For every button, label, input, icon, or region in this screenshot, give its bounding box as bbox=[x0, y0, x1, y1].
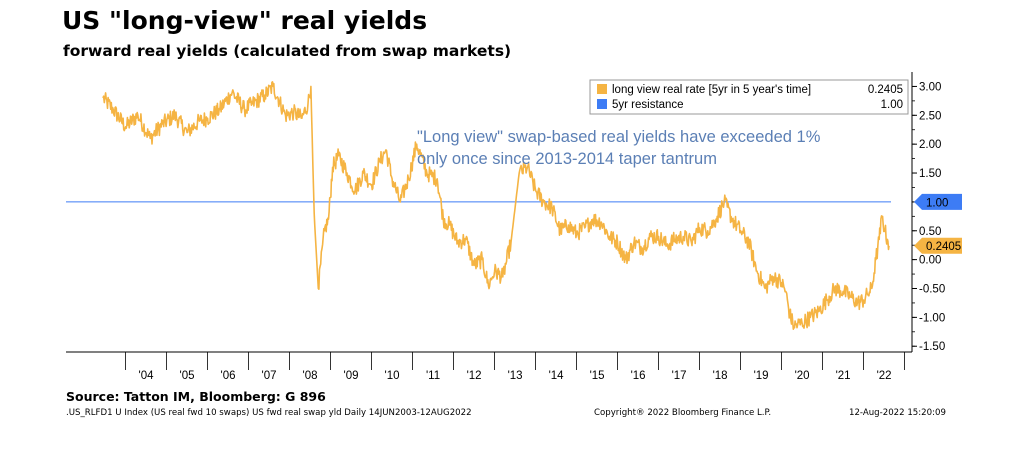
x-tick-label: '15 bbox=[590, 370, 605, 382]
value-tag-last-label: 0.2405 bbox=[926, 241, 961, 253]
x-tick-label: '05 bbox=[180, 370, 195, 382]
series-line-long-view bbox=[102, 81, 890, 330]
chart-title: US "long-view" real yields bbox=[62, 6, 428, 35]
x-tick-label: '10 bbox=[385, 370, 400, 382]
x-tick-label: '11 bbox=[426, 370, 440, 382]
chart-subtitle: forward real yields (calculated from swa… bbox=[63, 42, 512, 60]
legend-swatch-resistance bbox=[597, 99, 607, 109]
x-tick-label: '19 bbox=[754, 370, 769, 382]
footer-copyright: Copyright® 2022 Bloomberg Finance L.P. bbox=[594, 408, 772, 418]
value-tag-resistance-label: 1.00 bbox=[926, 197, 948, 209]
x-tick-label: '06 bbox=[221, 370, 236, 382]
x-tick-label: '09 bbox=[344, 370, 359, 382]
x-tick-label: '04 bbox=[139, 370, 155, 382]
legend-label-long-view: long view real rate [5yr in 5 year's tim… bbox=[612, 84, 811, 96]
legend-value-resistance: 1.00 bbox=[881, 99, 903, 111]
y-tick-label: -0.50 bbox=[919, 283, 945, 295]
y-tick-label: -1.00 bbox=[919, 312, 945, 324]
x-tick-label: '21 bbox=[836, 370, 851, 382]
y-tick-label: -1.50 bbox=[919, 341, 945, 353]
legend: long view real rate [5yr in 5 year's tim… bbox=[589, 79, 909, 115]
x-tick-label: '17 bbox=[672, 370, 687, 382]
annotation: "Long view" swap-based real yields have … bbox=[417, 128, 821, 168]
x-tick-label: '13 bbox=[508, 370, 523, 382]
value-tag-resistance-shape bbox=[914, 193, 962, 210]
legend-label-resistance: 5yr resistance bbox=[612, 99, 684, 111]
footer-timestamp: 12-Aug-2022 15:20:09 bbox=[849, 408, 946, 418]
value-tag-resistance: 1.00 bbox=[914, 193, 962, 210]
x-tick-label: '12 bbox=[467, 370, 482, 382]
annotation-line-2: only once since 2013-2014 taper tantrum bbox=[417, 150, 717, 168]
legend-swatch-long-view bbox=[597, 84, 607, 94]
value-tag-last: 0.2405 bbox=[914, 237, 962, 254]
legend-value-long-view: 0.2405 bbox=[868, 84, 903, 96]
x-tick-label: '22 bbox=[877, 370, 892, 382]
y-tick-label: 0.50 bbox=[919, 226, 941, 238]
source-note: Source: Tatton IM, Bloomberg: G 896 bbox=[66, 389, 326, 404]
x-tick-label: '08 bbox=[303, 370, 318, 382]
y-tick-label: 3.00 bbox=[919, 81, 941, 93]
footer-index-description: .US_RLFD1 U Index (US real fwd 10 swaps)… bbox=[66, 408, 472, 418]
x-tick-label: '18 bbox=[713, 370, 728, 382]
x-tick-label: '20 bbox=[795, 370, 810, 382]
legend-box bbox=[589, 79, 909, 115]
x-tick-label: '14 bbox=[549, 370, 565, 382]
annotation-line-1: "Long view" swap-based real yields have … bbox=[417, 128, 821, 146]
x-tick-label: '07 bbox=[262, 370, 277, 382]
x-tick-label: '16 bbox=[631, 370, 646, 382]
y-tick-label: 2.00 bbox=[919, 139, 941, 151]
value-tag-last-shape bbox=[914, 237, 962, 254]
y-tick-label: 1.50 bbox=[919, 168, 941, 180]
y-tick-label: 0.00 bbox=[919, 255, 941, 267]
y-tick-label: 2.50 bbox=[919, 110, 941, 122]
